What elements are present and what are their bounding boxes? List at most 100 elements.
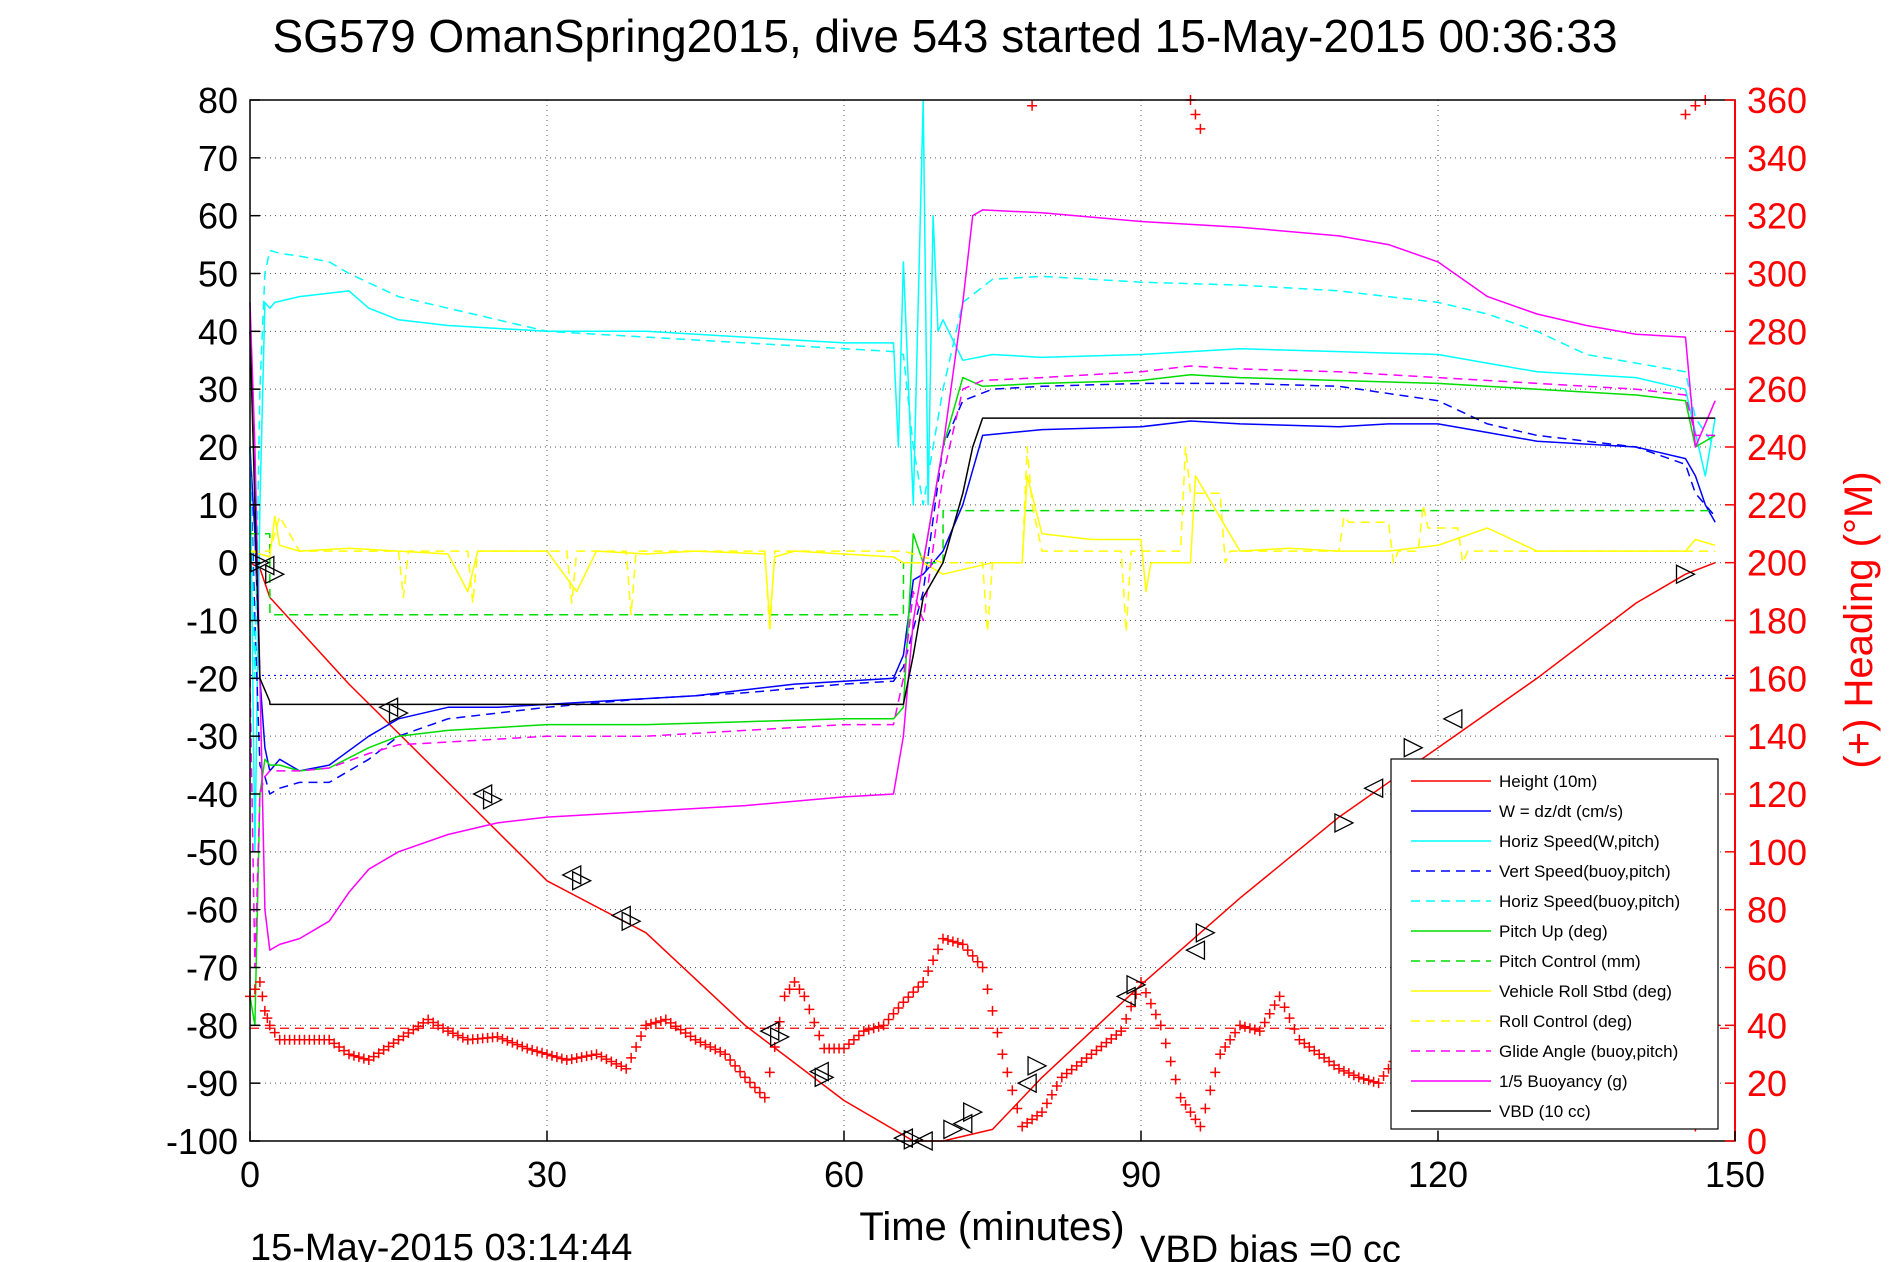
heading-point (928, 955, 939, 966)
heading-point (1165, 1056, 1176, 1067)
left-tick-label: 50 (198, 254, 238, 295)
heading-point (992, 1027, 1003, 1038)
heading-point (957, 939, 968, 950)
heading-point (695, 1037, 706, 1048)
triangle-marker (265, 564, 286, 585)
heading-point (1150, 1009, 1161, 1020)
heading-point (556, 1053, 567, 1064)
heading-point (799, 991, 810, 1002)
chart-title: SG579 OmanSpring2015, dive 543 started 1… (272, 10, 1617, 62)
heading-point (655, 1016, 666, 1026)
heading-point (1185, 1107, 1196, 1118)
heading-point (1205, 1085, 1216, 1096)
heading-point (700, 1039, 711, 1050)
x-axis-ticks: 0 30 60 90 120 150 (240, 1131, 1765, 1195)
heading-point (1007, 1085, 1018, 1096)
heading-point (645, 1018, 656, 1029)
heading-point (804, 1004, 815, 1015)
heading-point (532, 1046, 543, 1057)
x-tick-label: 150 (1705, 1154, 1765, 1195)
left-tick-label: -60 (186, 890, 238, 931)
heading-point (522, 1043, 533, 1054)
heading-point (1220, 1042, 1231, 1053)
heading-point (1051, 1081, 1062, 1092)
heading-point (1180, 1099, 1191, 1110)
heading-point (1373, 1078, 1384, 1089)
left-tick-label: -50 (186, 832, 238, 873)
right-tick-label: 140 (1747, 716, 1807, 757)
heading-point (1235, 1020, 1245, 1031)
left-tick-label: 80 (198, 80, 238, 121)
heading-point (1239, 1021, 1250, 1032)
heading-point (512, 1039, 523, 1050)
series-line (249, 373, 1716, 1027)
heading-point (918, 976, 929, 987)
heading-point (1046, 1089, 1057, 1100)
heading-point (1170, 1074, 1181, 1085)
heading-point (492, 1031, 503, 1042)
right-tick-label: 160 (1747, 658, 1807, 699)
left-tick-label: -40 (186, 774, 238, 815)
heading-point (705, 1042, 716, 1053)
triangle-marker (572, 870, 593, 891)
heading-point (1195, 1121, 1206, 1132)
heading-point (631, 1042, 642, 1053)
heading-point (447, 1028, 458, 1039)
heading-point (789, 976, 800, 987)
series-line (249, 331, 1716, 706)
heading-point (1358, 1073, 1369, 1084)
triangle-marker (378, 697, 399, 718)
heading-point (873, 1021, 884, 1032)
triangle-marker (1363, 778, 1384, 799)
heading-point (952, 937, 963, 948)
heading-point (947, 936, 958, 947)
footer-vbd-bias: VBD bias =0 cc (1140, 1229, 1401, 1262)
right-tick-label: 80 (1747, 890, 1787, 931)
heading-point (923, 966, 934, 977)
heading-point (1254, 1026, 1265, 1037)
series-line (249, 382, 1716, 795)
triangle-marker (1115, 986, 1136, 1007)
heading-point (542, 1049, 552, 1060)
heading-point (868, 1023, 879, 1034)
left-tick-label: -10 (186, 601, 238, 642)
legend-label: VBD (10 cc) (1499, 1102, 1591, 1121)
legend-label: Height (10m) (1499, 772, 1597, 791)
heading-point (611, 1058, 622, 1069)
heading-point (264, 1020, 275, 1031)
heading-point (537, 1047, 548, 1058)
right-tick-label: 220 (1747, 485, 1807, 526)
legend-label: Pitch Control (mm) (1499, 952, 1641, 971)
heading-point (586, 1050, 597, 1061)
heading-point (982, 984, 993, 995)
heading-point (1230, 1027, 1241, 1038)
x-tick-label: 30 (527, 1154, 567, 1195)
heading-point (606, 1056, 617, 1067)
heading-point (1279, 1002, 1290, 1013)
x-tick-label: 0 (240, 1154, 260, 1195)
heading-point (1690, 100, 1701, 111)
x-tick-label: 60 (824, 1154, 864, 1195)
heading-point (1136, 976, 1146, 987)
triangle-marker (1126, 974, 1147, 995)
heading-point (898, 997, 909, 1008)
heading-point (1140, 987, 1151, 998)
triangle-marker (254, 555, 275, 576)
left-tick-label: -70 (186, 948, 238, 989)
heading-point (903, 992, 914, 1003)
heading-point (938, 933, 948, 944)
heading-point (942, 935, 953, 946)
heading-point (814, 1030, 825, 1041)
heading-point (1274, 991, 1285, 1002)
left-tick-label: 30 (198, 369, 238, 410)
triangle-marker (472, 783, 493, 805)
heading-point (809, 1017, 820, 1028)
triangle-marker (943, 1119, 964, 1140)
heading-point (1190, 109, 1201, 120)
heading-point (348, 1050, 359, 1061)
right-tick-label: 40 (1747, 1005, 1787, 1046)
heading-point (1225, 1034, 1236, 1045)
right-axis-ticks: 3603403203002802602402202001801601401201… (1725, 80, 1807, 1162)
right-tick-label: 180 (1747, 601, 1807, 642)
right-tick-label: 260 (1747, 369, 1807, 410)
